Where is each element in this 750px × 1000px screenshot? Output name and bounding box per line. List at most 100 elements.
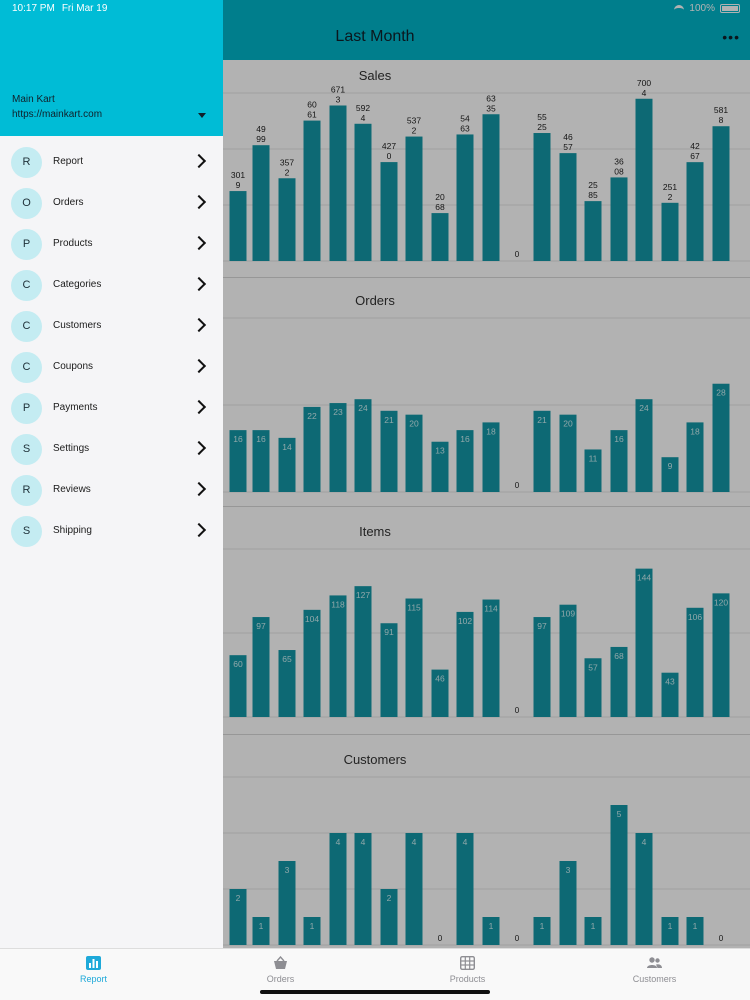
- data-label: 35: [486, 103, 496, 113]
- data-label: 42: [690, 141, 700, 151]
- data-label: 49: [256, 124, 266, 134]
- chart-title: Items: [359, 524, 391, 539]
- data-label: 46: [563, 132, 573, 142]
- tab-orders[interactable]: Orders: [187, 949, 374, 1000]
- chart-bar: [482, 917, 500, 945]
- menu-label: Coupons: [53, 361, 94, 372]
- data-label: 08: [614, 166, 624, 176]
- chart-bar: [405, 598, 423, 717]
- data-label: 65: [282, 654, 292, 664]
- menu-item-customers[interactable]: C Customers: [0, 305, 223, 346]
- chart-bar: [610, 646, 628, 717]
- chart-bar: [661, 917, 679, 945]
- menu-item-shipping[interactable]: S Shipping: [0, 510, 223, 551]
- chart-bar: [278, 437, 296, 492]
- chart-bar: [252, 145, 270, 261]
- tab-products[interactable]: Products: [374, 949, 561, 1000]
- more-horizontal-icon[interactable]: •••: [722, 29, 740, 45]
- chart-bar: [533, 617, 551, 717]
- chart-bar: [303, 609, 321, 717]
- data-label: 4: [463, 837, 468, 847]
- data-label: 0: [515, 481, 520, 490]
- data-label: 11: [589, 453, 598, 463]
- chevron-right-icon: [191, 276, 207, 292]
- data-label: 104: [305, 614, 319, 624]
- chart-bar: [431, 669, 449, 717]
- data-label: 251: [663, 182, 677, 192]
- chart-bar: [329, 403, 347, 492]
- menu-avatar: R: [11, 147, 42, 178]
- data-label: 1: [668, 921, 673, 931]
- data-label: 3: [285, 865, 290, 875]
- chart-bar: [635, 399, 653, 492]
- menu-avatar: C: [11, 311, 42, 342]
- chart-bar: [482, 599, 500, 717]
- data-label: 581: [714, 105, 728, 115]
- drawer-header: 10:17 PM Fri Mar 19 Main Kart https://mai…: [0, 0, 223, 136]
- menu-item-reviews[interactable]: R Reviews: [0, 469, 223, 510]
- caret-down-icon[interactable]: [198, 113, 206, 118]
- menu-item-settings[interactable]: S Settings: [0, 428, 223, 469]
- data-label: 0: [515, 934, 520, 943]
- data-label: 85: [588, 190, 598, 200]
- data-label: 427: [382, 141, 396, 151]
- status-bar-left: 10:17 PM Fri Mar 19: [12, 3, 107, 14]
- chart-bar: [533, 133, 551, 261]
- chart-bar: [456, 611, 474, 717]
- store-url[interactable]: https://mainkart.com: [12, 109, 103, 120]
- menu-item-report[interactable]: R Report: [0, 141, 223, 182]
- sales-chart-plot: 3019499935726061671359244270537220685463…: [223, 78, 750, 262]
- menu-avatar: R: [11, 475, 42, 506]
- chart-bar: [686, 422, 704, 492]
- data-label: 9: [236, 180, 241, 190]
- chart-bar: [329, 105, 347, 261]
- chart-bar: [635, 98, 653, 261]
- menu-label: Settings: [53, 443, 90, 454]
- chart-bar: [712, 593, 730, 717]
- menu-label: Shipping: [53, 525, 92, 536]
- data-label: 60: [307, 100, 317, 110]
- data-label: 2: [412, 126, 417, 136]
- chart-bar: [559, 604, 577, 717]
- chart-bar: [686, 162, 704, 261]
- chart-bar: [533, 410, 551, 492]
- chart-bar: [229, 889, 247, 945]
- menu-label: Report: [53, 156, 84, 167]
- data-label: 2: [285, 167, 290, 177]
- data-label: 67: [690, 151, 700, 161]
- menu-avatar: O: [11, 188, 42, 219]
- tab-report[interactable]: Report: [0, 949, 187, 1000]
- menu-item-categories[interactable]: C Categories: [0, 264, 223, 305]
- menu-avatar: P: [11, 393, 42, 424]
- data-label: 16: [233, 434, 243, 444]
- data-label: 1: [310, 921, 315, 931]
- battery-icon: [720, 4, 740, 13]
- data-label: 16: [460, 434, 470, 444]
- data-label: 4: [336, 837, 341, 847]
- tab-customers[interactable]: Customers: [561, 949, 748, 1000]
- data-label: 18: [486, 426, 496, 436]
- tab-label: Report: [79, 974, 107, 984]
- data-label: 4: [361, 837, 366, 847]
- chart-bar: [712, 383, 730, 492]
- data-label: 99: [256, 134, 266, 144]
- home-indicator: [260, 990, 490, 994]
- menu-item-coupons[interactable]: C Coupons: [0, 346, 223, 387]
- data-label: 21: [384, 415, 394, 425]
- chart-bar: [661, 202, 679, 261]
- menu-item-payments[interactable]: P Payments: [0, 387, 223, 428]
- menu-item-products[interactable]: P Products: [0, 223, 223, 264]
- chart-bar: [278, 178, 296, 261]
- data-label: 109: [561, 609, 575, 619]
- people-icon: [647, 957, 662, 968]
- menu-label: Payments: [53, 402, 98, 413]
- chart-bar: [610, 430, 628, 492]
- data-label: 102: [458, 616, 472, 626]
- data-label: 20: [409, 419, 419, 429]
- menu-item-orders[interactable]: O Orders: [0, 182, 223, 223]
- chart-bar: [559, 414, 577, 492]
- data-label: 2: [236, 893, 241, 903]
- chart-bar: [456, 134, 474, 261]
- chart-bar: [533, 917, 551, 945]
- chart-bar: [635, 833, 653, 945]
